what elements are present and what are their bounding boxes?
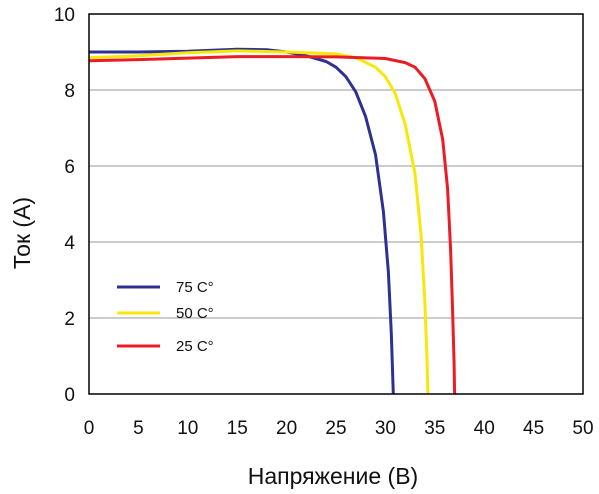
legend-label-1: 50 C° — [176, 305, 214, 322]
y-tick-label: 0 — [64, 385, 75, 406]
y-tick-labels: 0 2 4 6 8 10 — [54, 5, 76, 406]
y-axis-title: Ток (А) — [9, 197, 35, 269]
legend-label-0: 75 C° — [176, 279, 214, 296]
gridlines — [89, 89, 583, 319]
y-tick-label: 2 — [64, 309, 75, 330]
legend-label-2: 25 C° — [176, 338, 214, 355]
x-tick-label: 5 — [133, 418, 144, 439]
x-axis-title: Напряжение (В) — [248, 463, 418, 489]
series-lines — [88, 47, 457, 395]
x-tick-label: 45 — [523, 418, 544, 439]
x-tick-label: 40 — [474, 418, 495, 439]
series-line-2 — [88, 55, 457, 395]
x-tick-label: 20 — [276, 418, 297, 439]
y-tick-label: 4 — [64, 233, 75, 254]
x-tick-label: 0 — [84, 418, 95, 439]
x-tick-label: 25 — [325, 418, 346, 439]
x-tick-label: 15 — [227, 418, 248, 439]
y-tick-label: 6 — [64, 157, 75, 178]
x-tick-label: 50 — [572, 418, 593, 439]
x-tick-label: 35 — [424, 418, 445, 439]
y-tick-label: 10 — [54, 5, 75, 26]
y-tick-label: 8 — [64, 81, 75, 102]
series-line-0 — [89, 47, 395, 395]
x-tick-labels: 0 5 10 15 20 25 30 35 40 45 50 — [84, 418, 594, 439]
legend: 75 C° 50 C° 25 C° — [117, 279, 214, 355]
x-tick-label: 10 — [177, 418, 198, 439]
plot-frame — [88, 13, 584, 395]
series-line-1 — [88, 49, 430, 395]
x-tick-label: 30 — [375, 418, 396, 439]
